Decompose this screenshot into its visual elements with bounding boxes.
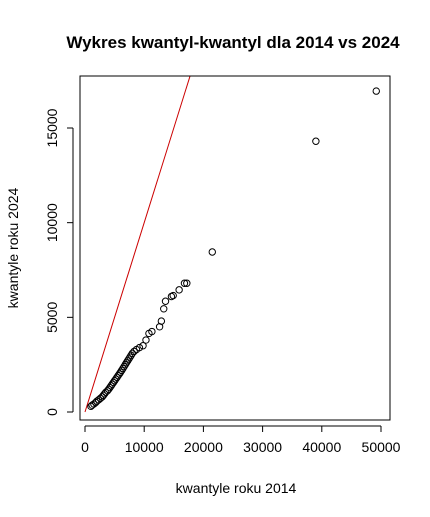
data-point	[125, 355, 133, 363]
y-axis-label: kwantyle roku 2024	[5, 187, 21, 308]
data-point	[148, 327, 156, 336]
y-axis: 0 5000 10000 15000	[44, 108, 74, 416]
data-point	[116, 368, 125, 376]
x-tick-label: 30000	[243, 439, 282, 455]
data-point	[123, 357, 132, 365]
data-point	[139, 342, 147, 350]
x-tick-label: 50000	[362, 439, 401, 455]
data-point	[119, 364, 127, 373]
data-point	[372, 87, 380, 95]
data-point	[180, 279, 189, 287]
data-point	[160, 305, 168, 313]
x-axis: 0 10000 20000 30000 40000 50000	[81, 425, 401, 455]
chart-title: Wykres kwantyl-kwantyl dla 2014 vs 2024	[66, 33, 400, 52]
y-tick-label: 5000	[44, 302, 60, 333]
reference-line	[84, 76, 191, 413]
data-point	[126, 353, 134, 361]
x-tick-label: 0	[81, 439, 89, 455]
data-point	[169, 291, 177, 300]
data-point	[208, 248, 216, 256]
y-tick-label: 15000	[44, 108, 60, 147]
y-tick-label: 0	[44, 408, 60, 416]
x-tick-label: 10000	[125, 439, 164, 455]
data-point	[135, 343, 144, 352]
data-point	[118, 366, 126, 375]
data-point	[161, 297, 170, 305]
data-point	[128, 349, 137, 358]
data-point	[122, 359, 131, 367]
data-point	[183, 279, 191, 287]
x-axis-label: kwantyle roku 2014	[176, 480, 297, 496]
x-tick-label: 20000	[184, 439, 223, 455]
data-point	[175, 286, 183, 294]
x-tick-label: 40000	[302, 439, 341, 455]
data-point	[157, 317, 166, 325]
data-point	[121, 360, 129, 369]
data-point	[312, 137, 320, 145]
y-tick-label: 10000	[44, 203, 60, 242]
data-point	[142, 336, 150, 344]
data-point	[130, 347, 138, 356]
data-point	[120, 362, 128, 371]
plot-frame	[79, 75, 391, 421]
